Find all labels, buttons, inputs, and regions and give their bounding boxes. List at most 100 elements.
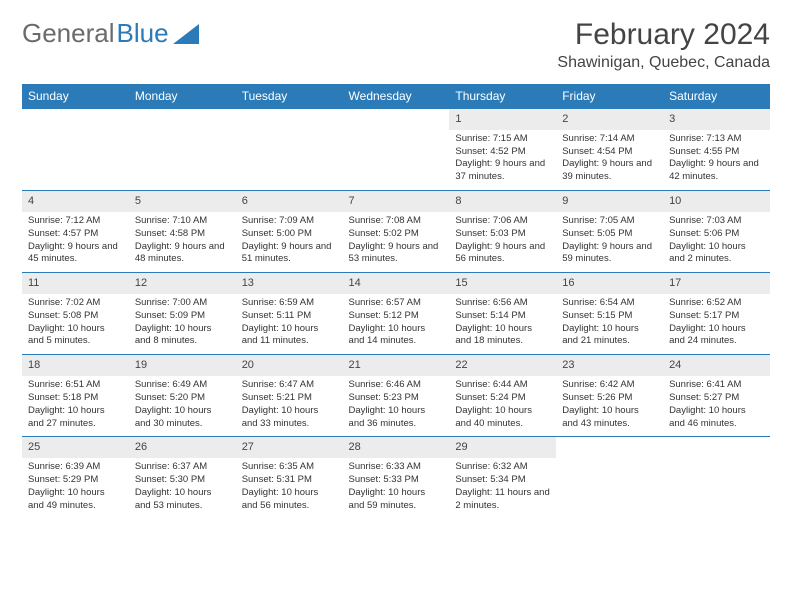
daylight-text: Daylight: 11 hours and 2 minutes. — [455, 487, 550, 513]
day-details: Sunrise: 6:51 AMSunset: 5:18 PMDaylight:… — [22, 376, 129, 436]
day-number: 23 — [556, 355, 663, 376]
day-details: Sunrise: 6:49 AMSunset: 5:20 PMDaylight:… — [129, 376, 236, 436]
day-number: 3 — [663, 109, 770, 130]
day-details: Sunrise: 6:52 AMSunset: 5:17 PMDaylight:… — [663, 294, 770, 354]
sunset-text: Sunset: 5:12 PM — [349, 310, 444, 323]
sunrise-text: Sunrise: 6:32 AM — [455, 461, 550, 474]
day-details: Sunrise: 6:35 AMSunset: 5:31 PMDaylight:… — [236, 458, 343, 518]
sunrise-text: Sunrise: 7:10 AM — [135, 215, 230, 228]
sunrise-text: Sunrise: 6:57 AM — [349, 297, 444, 310]
day-details: Sunrise: 6:41 AMSunset: 5:27 PMDaylight:… — [663, 376, 770, 436]
day-details: Sunrise: 7:14 AMSunset: 4:54 PMDaylight:… — [556, 130, 663, 190]
sunset-text: Sunset: 5:26 PM — [562, 392, 657, 405]
sunrise-text: Sunrise: 7:13 AM — [669, 133, 764, 146]
day-cell: 7Sunrise: 7:08 AMSunset: 5:02 PMDaylight… — [343, 191, 450, 273]
day-cell: 13Sunrise: 6:59 AMSunset: 5:11 PMDayligh… — [236, 273, 343, 355]
day-number: 17 — [663, 273, 770, 294]
day-header-mon: Monday — [129, 84, 236, 109]
sunrise-text: Sunrise: 6:41 AM — [669, 379, 764, 392]
day-cell: 25Sunrise: 6:39 AMSunset: 5:29 PMDayligh… — [22, 437, 129, 519]
day-cell: 22Sunrise: 6:44 AMSunset: 5:24 PMDayligh… — [449, 355, 556, 437]
sunrise-text: Sunrise: 7:12 AM — [28, 215, 123, 228]
sunrise-text: Sunrise: 6:52 AM — [669, 297, 764, 310]
week-row: 4Sunrise: 7:12 AMSunset: 4:57 PMDaylight… — [22, 191, 770, 273]
sunset-text: Sunset: 4:52 PM — [455, 146, 550, 159]
sunrise-text: Sunrise: 7:09 AM — [242, 215, 337, 228]
day-details: Sunrise: 6:37 AMSunset: 5:30 PMDaylight:… — [129, 458, 236, 518]
daylight-text: Daylight: 10 hours and 2 minutes. — [669, 241, 764, 267]
sunrise-text: Sunrise: 6:51 AM — [28, 379, 123, 392]
day-cell: 1Sunrise: 7:15 AMSunset: 4:52 PMDaylight… — [449, 109, 556, 191]
sunrise-text: Sunrise: 6:54 AM — [562, 297, 657, 310]
day-cell: 23Sunrise: 6:42 AMSunset: 5:26 PMDayligh… — [556, 355, 663, 437]
day-number: 18 — [22, 355, 129, 376]
day-cell: 8Sunrise: 7:06 AMSunset: 5:03 PMDaylight… — [449, 191, 556, 273]
day-number: 29 — [449, 437, 556, 458]
day-details: Sunrise: 6:42 AMSunset: 5:26 PMDaylight:… — [556, 376, 663, 436]
sunset-text: Sunset: 5:15 PM — [562, 310, 657, 323]
day-number: 14 — [343, 273, 450, 294]
sunrise-text: Sunrise: 7:03 AM — [669, 215, 764, 228]
day-number: 4 — [22, 191, 129, 212]
day-cell — [236, 109, 343, 191]
day-details: Sunrise: 7:15 AMSunset: 4:52 PMDaylight:… — [449, 130, 556, 190]
day-details: Sunrise: 7:12 AMSunset: 4:57 PMDaylight:… — [22, 212, 129, 272]
day-header-fri: Friday — [556, 84, 663, 109]
sunset-text: Sunset: 5:31 PM — [242, 474, 337, 487]
day-number: 19 — [129, 355, 236, 376]
day-number: 9 — [556, 191, 663, 212]
daylight-text: Daylight: 10 hours and 21 minutes. — [562, 323, 657, 349]
location: Shawinigan, Quebec, Canada — [557, 54, 770, 72]
sunset-text: Sunset: 5:27 PM — [669, 392, 764, 405]
day-details: Sunrise: 7:02 AMSunset: 5:08 PMDaylight:… — [22, 294, 129, 354]
sunset-text: Sunset: 5:23 PM — [349, 392, 444, 405]
day-cell: 9Sunrise: 7:05 AMSunset: 5:05 PMDaylight… — [556, 191, 663, 273]
sunset-text: Sunset: 5:00 PM — [242, 228, 337, 241]
day-cell: 4Sunrise: 7:12 AMSunset: 4:57 PMDaylight… — [22, 191, 129, 273]
sunset-text: Sunset: 5:08 PM — [28, 310, 123, 323]
day-number: 13 — [236, 273, 343, 294]
sunset-text: Sunset: 5:34 PM — [455, 474, 550, 487]
sunset-text: Sunset: 4:54 PM — [562, 146, 657, 159]
daylight-text: Daylight: 10 hours and 5 minutes. — [28, 323, 123, 349]
sunset-text: Sunset: 5:20 PM — [135, 392, 230, 405]
daylight-text: Daylight: 10 hours and 30 minutes. — [135, 405, 230, 431]
sunrise-text: Sunrise: 7:14 AM — [562, 133, 657, 146]
day-cell — [663, 437, 770, 519]
week-row: 18Sunrise: 6:51 AMSunset: 5:18 PMDayligh… — [22, 355, 770, 437]
day-cell: 29 Sunrise: 6:32 AMSunset: 5:34 PMDayligh… — [449, 437, 556, 519]
day-number: 11 — [22, 273, 129, 294]
sunrise-text: Sunrise: 6:35 AM — [242, 461, 337, 474]
daylight-text: Daylight: 10 hours and 18 minutes. — [455, 323, 550, 349]
sunset-text: Sunset: 5:09 PM — [135, 310, 230, 323]
day-number: 28 — [343, 437, 450, 458]
daylight-text: Daylight: 10 hours and 11 minutes. — [242, 323, 337, 349]
day-number: 12 — [129, 273, 236, 294]
day-cell: 19Sunrise: 6:49 AMSunset: 5:20 PMDayligh… — [129, 355, 236, 437]
day-details: Sunrise: 6:44 AMSunset: 5:24 PMDaylight:… — [449, 376, 556, 436]
daylight-text: Daylight: 10 hours and 49 minutes. — [28, 487, 123, 513]
daylight-text: Daylight: 10 hours and 46 minutes. — [669, 405, 764, 431]
day-header-row: Sunday Monday Tuesday Wednesday Thursday… — [22, 84, 770, 109]
daylight-text: Daylight: 9 hours and 42 minutes. — [669, 158, 764, 184]
daylight-text: Daylight: 10 hours and 36 minutes. — [349, 405, 444, 431]
daylight-text: Daylight: 10 hours and 40 minutes. — [455, 405, 550, 431]
daylight-text: Daylight: 10 hours and 56 minutes. — [242, 487, 337, 513]
day-number: 2 — [556, 109, 663, 130]
sunset-text: Sunset: 5:11 PM — [242, 310, 337, 323]
day-number: 25 — [22, 437, 129, 458]
day-cell: 5Sunrise: 7:10 AMSunset: 4:58 PMDaylight… — [129, 191, 236, 273]
sunset-text: Sunset: 5:30 PM — [135, 474, 230, 487]
sunrise-text: Sunrise: 6:44 AM — [455, 379, 550, 392]
sunrise-text: Sunrise: 7:08 AM — [349, 215, 444, 228]
sunrise-text: Sunrise: 6:49 AM — [135, 379, 230, 392]
sunset-text: Sunset: 5:03 PM — [455, 228, 550, 241]
daylight-text: Daylight: 10 hours and 53 minutes. — [135, 487, 230, 513]
day-header-sat: Saturday — [663, 84, 770, 109]
sunrise-text: Sunrise: 6:33 AM — [349, 461, 444, 474]
daylight-text: Daylight: 10 hours and 27 minutes. — [28, 405, 123, 431]
day-number: 24 — [663, 355, 770, 376]
sunset-text: Sunset: 5:14 PM — [455, 310, 550, 323]
day-number: 1 — [449, 109, 556, 130]
sunset-text: Sunset: 5:02 PM — [349, 228, 444, 241]
